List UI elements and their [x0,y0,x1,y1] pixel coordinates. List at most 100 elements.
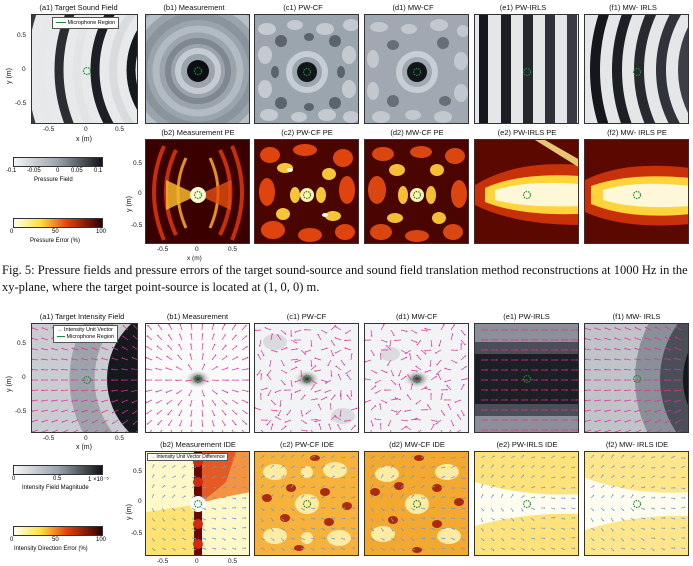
vector-arrow-head [183,510,185,512]
vector-arrow-head [546,409,548,411]
vector-arrow-head [295,342,298,344]
vector-arrow-head [546,349,548,351]
xtick: 0.5 [228,246,238,253]
vector-arrow-head [344,420,346,422]
vector-arrow [410,369,417,372]
vector-arrow-head [193,519,196,522]
vector-arrow-head [643,476,646,479]
vector-arrow [605,429,612,432]
vector-arrow-head [526,339,528,341]
vector-arrow-head [664,347,667,349]
vector-arrow-head [614,410,616,413]
vector-arrow-head [683,487,686,490]
vector-arrow [280,347,287,351]
vector-arrow-head [178,344,180,346]
vector-arrow-head [213,414,216,417]
ylabel-a1: y (m) [6,68,13,84]
vector-arrow [400,349,407,354]
vector-arrow-head [634,368,636,371]
vector-arrow-head [675,325,677,328]
vector-arrow-head [190,324,192,325]
vector-arrow-head [405,425,407,428]
vector-arrow-head [244,476,247,479]
vector-arrow-head [122,412,124,414]
vector-arrow-head [543,507,546,509]
vector-arrow-head [457,414,459,416]
vector-arrow [310,398,317,401]
vector-arrow-head [573,536,576,539]
vector-arrow-head [131,379,133,381]
vector-arrow-head [566,339,568,341]
vector-arrow-head [275,416,277,418]
vector-arrow-head [214,404,217,406]
vector-arrow [370,385,376,391]
vector-arrow-head [553,516,556,519]
vector-arrow [410,339,417,343]
vector-arrow-head [179,324,181,325]
vector-arrow-head [673,539,675,541]
vector-arrow-head [613,465,615,467]
vector-arrow-head [443,537,446,540]
vector-arrow-head [396,413,398,416]
vector-arrow-head [546,419,548,421]
vector-arrow-head [585,327,586,329]
vector-arrow [645,419,652,423]
vector-arrow [122,346,129,351]
vector-arrow-head [146,390,147,393]
vector-arrow-head [302,495,305,497]
vector-arrow-head [614,379,616,381]
vector-arrow [654,389,662,392]
vector-arrow-head [146,423,149,425]
legend-text-intensity: Intensity Unit Vector [64,327,113,333]
vector-arrow-head [424,387,426,390]
vector-arrow [675,399,682,402]
vector-arrow [147,419,153,425]
vector-arrow-head [546,329,548,331]
vector-arrow-head [41,410,43,413]
vector-arrow-head [333,465,335,467]
vector-arrow [345,347,352,351]
vector-arrow-head [654,368,656,371]
vector-arrow-head [334,394,336,397]
vector-arrow-head [237,391,239,393]
vector-arrow-head [443,507,446,510]
vector-arrow [133,420,137,425]
vector-arrow [379,404,382,411]
vector-arrow [635,327,642,331]
vector-arrow-head [433,528,435,531]
vector-arrow [405,426,412,431]
vector-arrow-head [204,486,207,489]
vector-arrow-head [153,549,156,552]
vector-arrow [102,409,109,413]
vector-arrow-head [194,466,197,468]
vector-arrow-head [436,420,438,423]
vector-arrow-head [179,333,181,336]
colorbar-intensity-direction-error [13,526,103,536]
vector-arrow-head [354,424,356,427]
vector-arrow-head [204,538,206,540]
vector-arrow-head [163,519,165,522]
vector-arrow-head [266,387,268,390]
vector-arrow-head [167,413,169,416]
vector-arrow-head [301,415,304,417]
vector-arrow [634,389,642,391]
vector-arrow-head [284,383,286,386]
vector-arrow [266,419,272,425]
vector-arrow-head [463,527,466,529]
vector-arrow-head [111,390,113,392]
vector-arrow-head [305,413,307,415]
vector-arrow-head [602,519,605,522]
vector-arrow-head [292,494,295,497]
vector-arrow-head [235,334,237,337]
vector-arrow-head [546,339,548,341]
vector-arrow [104,429,109,432]
vector-arrow [92,399,99,402]
ylabel-b2: y (m) [126,504,133,520]
vector-arrow-head [323,465,325,467]
vector-arrow-head [179,424,181,427]
vector-arrow-head [486,399,488,401]
xtick: 0 [195,558,199,565]
vector-arrow [132,389,137,392]
vector-arrow-head [513,455,515,457]
vector-arrow [156,399,163,404]
